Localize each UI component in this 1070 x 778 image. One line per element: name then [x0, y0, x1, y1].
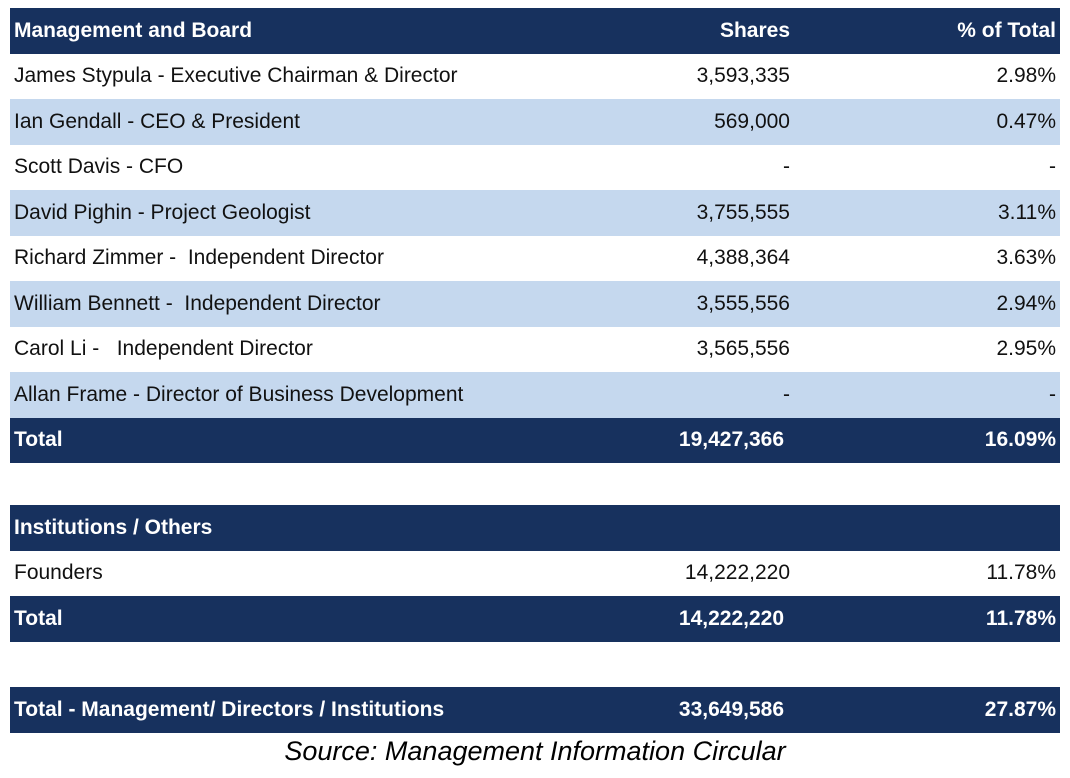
total-label: Total [14, 606, 63, 630]
holder-pct: 2.98% [996, 64, 1056, 88]
holder-pct: 3.63% [996, 246, 1056, 270]
holder-name: Founders [14, 561, 103, 585]
holder-pct: 3.11% [998, 200, 1056, 224]
holder-shares: 3,755,555 [696, 200, 790, 224]
grand-total-table: Total - Management/ Directors / Institut… [10, 687, 1060, 733]
shares-column-header: Shares [719, 18, 790, 42]
table-row: Carol Li - Independent Director 3,565,55… [10, 326, 1060, 372]
total-label: Total [14, 428, 63, 452]
grand-total-pct: 27.87% [984, 697, 1056, 721]
institutions-table: Institutions / Others Founders 14,222,22… [10, 505, 1060, 642]
table-row: Founders 14,222,220 11.78% [10, 550, 1060, 596]
management-total-row: Total 19,427,366 16.09% [10, 417, 1060, 463]
grand-total-shares: 33,649,586 [678, 697, 784, 721]
holder-pct: 2.95% [996, 337, 1056, 361]
holder-pct: - [1049, 155, 1056, 179]
holder-shares: 14,222,220 [684, 561, 790, 585]
management-table: Management and Board Shares % of Total J… [10, 8, 1060, 463]
source-caption: Source: Management Information Circular [284, 736, 786, 766]
holder-shares: 3,565,556 [696, 337, 790, 361]
holder-pct: 2.94% [996, 291, 1056, 315]
holder-name: Carol Li - Independent Director [14, 337, 313, 361]
grand-total-label: Total - Management/ Directors / Institut… [14, 697, 445, 721]
holder-shares: - [783, 382, 790, 406]
table-row: William Bennett - Independent Director 3… [10, 281, 1060, 327]
table-row: David Pighin - Project Geologist 3,755,5… [10, 190, 1060, 236]
holder-name: Allan Frame - Director of Business Devel… [14, 382, 464, 406]
grand-total-row: Total - Management/ Directors / Institut… [10, 687, 1060, 733]
management-header-row: Management and Board Shares % of Total [10, 8, 1060, 54]
holder-name: Ian Gendall - CEO & President [14, 109, 300, 133]
holder-shares: 3,555,556 [696, 291, 790, 315]
holder-name: Richard Zimmer - Independent Director [14, 246, 384, 270]
table-row: James Stypula - Executive Chairman & Dir… [10, 53, 1060, 99]
holder-shares: 569,000 [714, 109, 790, 133]
table-row: Allan Frame - Director of Business Devel… [10, 372, 1060, 418]
institutions-total-row: Total 14,222,220 11.78% [10, 596, 1060, 642]
holder-shares: 3,593,335 [696, 64, 790, 88]
holder-name: William Bennett - Independent Director [14, 291, 381, 315]
total-shares: 19,427,366 [678, 428, 784, 452]
table-row: Scott Davis - CFO - - [10, 144, 1060, 190]
total-pct: 16.09% [984, 428, 1056, 452]
total-shares: 14,222,220 [678, 606, 784, 630]
holder-name: David Pighin - Project Geologist [14, 200, 311, 224]
table-row: Richard Zimmer - Independent Director 4,… [10, 235, 1060, 281]
holder-pct: 11.78% [986, 561, 1056, 585]
holder-name: James Stypula - Executive Chairman & Dir… [14, 64, 458, 88]
management-header-label: Management and Board [14, 18, 253, 42]
total-pct: 11.78% [985, 606, 1056, 630]
holder-pct: - [1049, 382, 1056, 406]
pct-column-header: % of Total [957, 18, 1056, 42]
institutions-header-row: Institutions / Others [10, 505, 1060, 551]
institutions-header-label: Institutions / Others [14, 515, 213, 539]
holder-shares: - [783, 155, 790, 179]
holder-name: Scott Davis - CFO [14, 155, 184, 179]
table-row: Ian Gendall - CEO & President 569,000 0.… [10, 99, 1060, 145]
holder-pct: 0.47% [996, 109, 1056, 133]
holder-shares: 4,388,364 [696, 246, 790, 270]
